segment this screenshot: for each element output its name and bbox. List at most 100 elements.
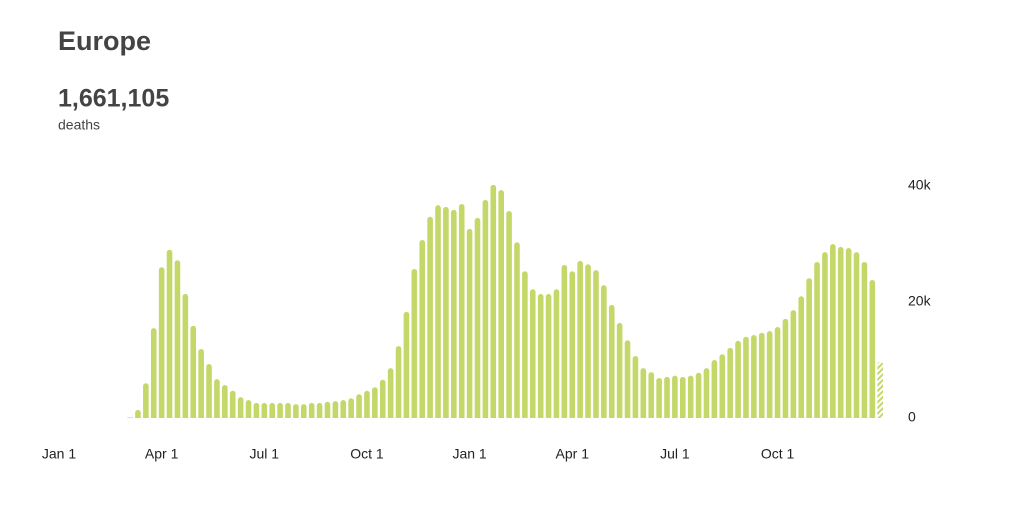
bar — [348, 398, 354, 418]
bar — [727, 347, 733, 418]
bar — [403, 311, 410, 418]
bar — [498, 190, 504, 418]
bar — [751, 335, 757, 418]
bar — [561, 264, 568, 418]
bar — [482, 199, 489, 418]
bar — [719, 354, 726, 418]
bar — [372, 387, 378, 418]
bar — [632, 355, 639, 418]
bar — [340, 400, 347, 418]
x-tick-label: Jul 1 — [250, 446, 280, 462]
bar — [222, 384, 228, 418]
bar — [387, 368, 394, 418]
bar — [656, 377, 662, 418]
bar — [522, 271, 528, 418]
bar — [277, 402, 283, 418]
bar — [451, 209, 457, 418]
bar — [687, 375, 694, 418]
bar — [758, 332, 765, 418]
bar — [577, 260, 583, 418]
x-tick-label: Jan 1 — [452, 446, 486, 462]
bar — [695, 372, 702, 418]
bar — [174, 260, 181, 418]
bar — [664, 376, 670, 418]
y-tick-label: 20k — [908, 293, 932, 309]
bar — [458, 203, 465, 418]
bar — [206, 364, 212, 418]
y-tick-label: 40k — [908, 177, 932, 193]
bar — [324, 401, 331, 418]
bar — [593, 270, 599, 418]
bar — [837, 246, 844, 418]
bar — [190, 325, 197, 418]
bar — [585, 264, 591, 418]
x-tick-label: Apr 1 — [556, 446, 590, 462]
bar — [135, 409, 141, 418]
bar — [814, 261, 820, 418]
bar — [466, 228, 473, 418]
bar — [624, 340, 631, 418]
bar — [514, 242, 520, 418]
bar — [395, 346, 402, 418]
bar — [782, 318, 789, 418]
bar — [790, 310, 797, 418]
bar — [830, 244, 836, 418]
bar — [229, 390, 236, 418]
bar — [766, 330, 773, 418]
bar — [680, 376, 686, 418]
bar — [435, 205, 441, 418]
bar — [285, 402, 291, 418]
bar — [158, 267, 165, 418]
headline: 1,661,105 — [58, 85, 169, 113]
bar — [616, 322, 623, 418]
bar — [853, 252, 860, 418]
bar — [269, 402, 275, 418]
bar — [332, 401, 339, 418]
bar — [703, 368, 710, 418]
bar — [198, 348, 204, 418]
bar — [569, 271, 576, 418]
bar — [474, 217, 481, 418]
bar — [822, 252, 828, 418]
bar — [419, 239, 426, 418]
bar — [553, 289, 560, 418]
bar — [253, 402, 260, 418]
x-tick-label: Oct 1 — [350, 446, 384, 462]
bar — [877, 361, 884, 418]
bar — [601, 285, 607, 418]
bar — [379, 379, 386, 418]
bar — [237, 397, 244, 418]
bar — [529, 289, 536, 418]
bar — [735, 340, 741, 418]
bar — [869, 279, 876, 418]
bar — [293, 404, 299, 418]
bar — [308, 402, 315, 418]
bar — [166, 249, 173, 418]
bar — [798, 296, 805, 418]
bar — [861, 261, 868, 418]
bar — [490, 184, 497, 418]
bar — [245, 400, 252, 418]
bar — [545, 293, 552, 418]
headline-label: deaths — [58, 117, 100, 133]
bar — [364, 390, 370, 418]
bar — [261, 402, 268, 418]
x-tick-label: Apr 1 — [145, 446, 179, 462]
bar — [711, 360, 718, 418]
bar — [774, 326, 781, 418]
bar — [300, 404, 307, 418]
bar — [143, 383, 149, 418]
x-tick-label: Jan 1 — [42, 446, 76, 462]
bar — [506, 210, 512, 418]
bar — [806, 278, 812, 418]
bar — [316, 402, 323, 418]
x-tick-label: Jul 1 — [660, 446, 690, 462]
chart-title: Europe — [58, 26, 151, 56]
bar — [214, 379, 220, 418]
bar — [672, 375, 678, 418]
bar — [356, 394, 362, 418]
bar — [443, 206, 449, 418]
bar — [608, 304, 615, 418]
bar — [150, 328, 157, 418]
